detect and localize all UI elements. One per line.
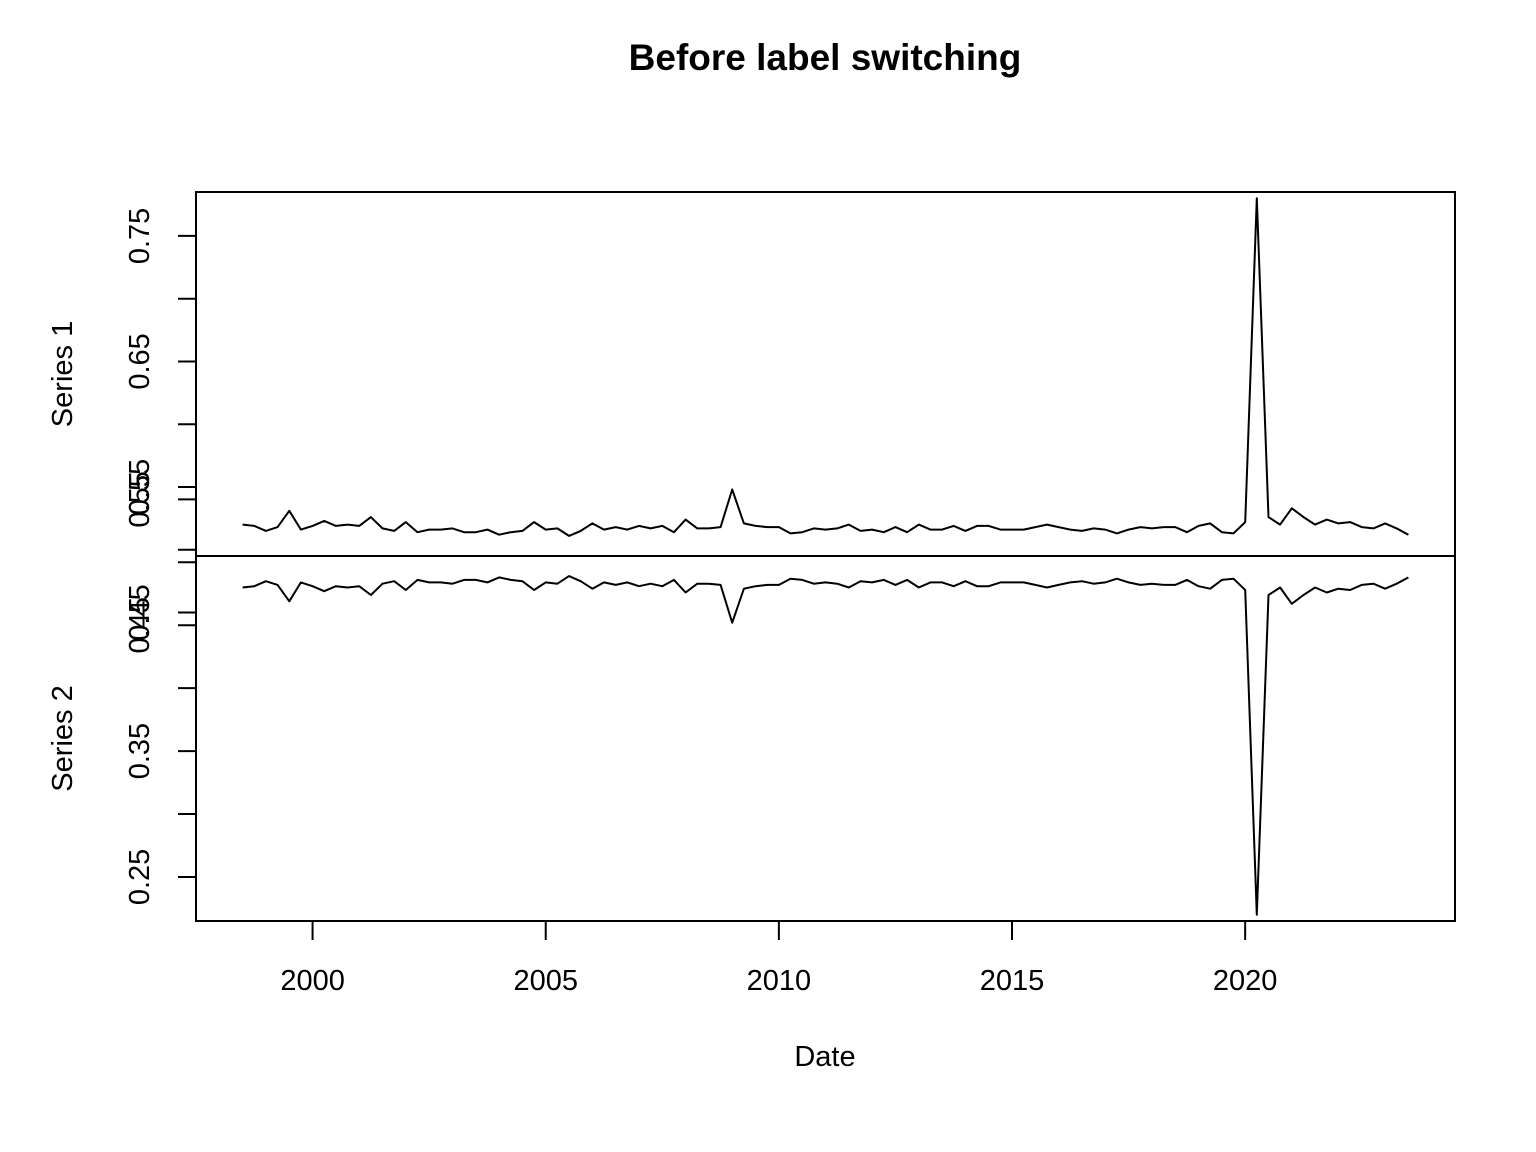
series-2-y-tick-label: 0.25 [124,849,156,905]
panel-2-frame [195,555,1456,922]
series-2-line [242,575,1409,916]
series-2-y-tick-label: 0.45 [124,597,156,653]
series-1-y-tick-label: 0.75 [124,208,156,264]
series-2-label: Series 2 [47,685,79,791]
series-1-label: Series 1 [47,321,79,427]
plot-area: 0.45 0.55 0.65 0.75 Series 1 0.25 0.35 0.45 0.55… [47,191,1456,997]
series-1-y-tick-label: 0.65 [124,333,156,389]
series-1-line [242,197,1409,537]
x-tick-label: 2005 [513,965,578,997]
x-tick-label: 2010 [747,965,812,997]
chart-title: Before label switching [629,37,1022,78]
panel-1-frame [195,191,1456,557]
x-tick-label: 2000 [280,965,345,997]
x-tick-label: 2020 [1213,965,1278,997]
x-tick-label: 2015 [980,965,1045,997]
x-axis-label: Date [794,1041,855,1073]
series-1-y-tick-label: 0.45 [124,584,156,640]
series-2-y-tick-label: 0.55 [124,471,156,527]
series-1-y-tick-label: 0.55 [124,459,156,515]
series-2-y-tick-label: 0.35 [124,723,156,779]
